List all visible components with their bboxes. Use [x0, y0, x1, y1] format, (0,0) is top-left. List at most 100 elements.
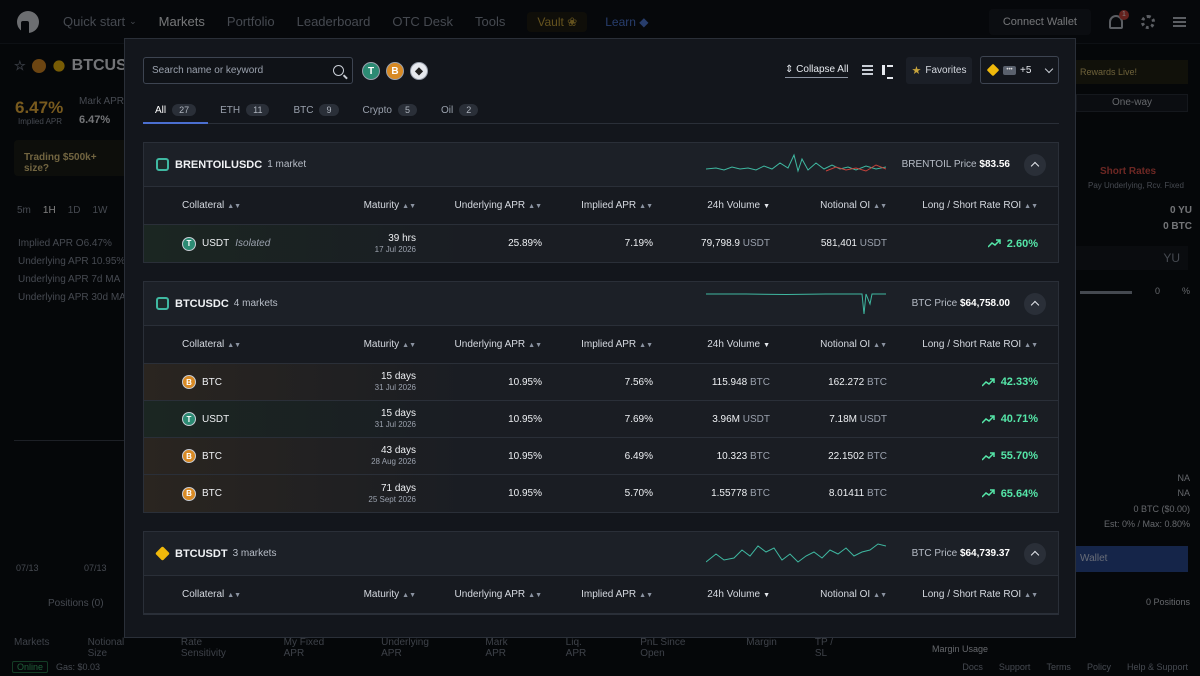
- oi-cell: 581,401 USDT: [770, 238, 887, 249]
- col-label: 24h Volume: [707, 200, 761, 211]
- col-label: 24h Volume: [707, 589, 761, 600]
- collapse-group-button[interactable]: [1024, 542, 1046, 565]
- col-maturity[interactable]: Maturity ▲▼: [354, 589, 416, 600]
- col-roi[interactable]: Long / Short Rate ROI ▲▼: [887, 339, 1038, 350]
- volume-unit: BTC: [750, 488, 770, 499]
- col-implied-apr[interactable]: Implied APR ▲▼: [542, 339, 653, 350]
- volume-cell: 1.55778 BTC: [653, 488, 770, 499]
- sparkline: [706, 293, 886, 315]
- exchange-select[interactable]: ••• +5: [980, 56, 1059, 84]
- group-price: BTC Price $64,739.37: [912, 548, 1010, 559]
- collapse-group-button[interactable]: [1024, 292, 1046, 315]
- volume-unit: BTC: [750, 376, 770, 388]
- collapse-all-button[interactable]: ⇕ Collapse All: [785, 64, 849, 78]
- sort-icon: ▲▼: [528, 592, 542, 599]
- col-notional-oi[interactable]: Notional OI ▲▼: [770, 200, 887, 211]
- col-maturity[interactable]: Maturity ▲▼: [354, 339, 416, 350]
- sort-icon: ▲▼: [873, 342, 887, 349]
- search-input[interactable]: [152, 65, 333, 76]
- column-headers: Collateral ▲▼ Maturity ▲▼ Underlying APR ▲▼…: [144, 326, 1058, 364]
- group-count: 4 markets: [233, 298, 278, 309]
- list-view-icon[interactable]: [862, 65, 873, 75]
- col-underlying-apr[interactable]: Underlying APR ▲▼: [416, 339, 542, 350]
- col-collateral[interactable]: Collateral ▲▼: [144, 339, 354, 350]
- search-icon[interactable]: [333, 65, 344, 76]
- col-label: Long / Short Rate ROI: [922, 589, 1022, 600]
- group-header[interactable]: BRENTOILUSDC 1 market BRENTOIL Price $83…: [144, 143, 1058, 187]
- oi-value: 581,401: [820, 238, 857, 249]
- tab-crypto[interactable]: Crypto 5: [351, 104, 429, 124]
- underlying-apr-cell: 10.95%: [508, 376, 542, 388]
- volume-unit: BTC: [750, 450, 770, 462]
- collateral-cell: T USDT Isolated: [144, 236, 354, 251]
- tab-btc[interactable]: BTC 9: [281, 104, 350, 124]
- col-label: Underlying APR: [454, 589, 526, 600]
- column-headers: Collateral ▲▼ Maturity ▲▼ Underlying APR ▲▼…: [144, 576, 1058, 614]
- col-notional-oi[interactable]: Notional OI ▲▼: [770, 339, 887, 350]
- group-header[interactable]: BTCUSDT 3 markets BTC Price $64,739.37: [144, 532, 1058, 576]
- sort-icon: ▲▼: [402, 342, 416, 349]
- market-row[interactable]: B BTC 15 days 31 Jul 2026 10.95% 7.56% 115…: [144, 364, 1058, 401]
- market-row[interactable]: T USDT Isolated 39 hrs 17 Jul 2026 25.89% 7…: [144, 225, 1058, 262]
- collapse-group-button[interactable]: [1024, 153, 1046, 176]
- col-implied-apr[interactable]: Implied APR ▲▼: [542, 200, 653, 211]
- bitcoin-icon[interactable]: B: [386, 62, 404, 80]
- market-row[interactable]: B BTC 71 days 25 Sept 2026 10.95% 5.70% 1.…: [144, 475, 1058, 512]
- collapse-all-label: Collapse All: [796, 64, 849, 75]
- col-label: Notional OI: [820, 339, 871, 350]
- tab-all[interactable]: All 27: [143, 104, 209, 124]
- col-roi[interactable]: Long / Short Rate ROI ▲▼: [887, 200, 1038, 211]
- col-underlying-apr[interactable]: Underlying APR ▲▼: [416, 200, 542, 211]
- grouped-view-icon[interactable]: [882, 65, 893, 79]
- sort-icon: ▲▼: [402, 203, 416, 210]
- sort-icon: ▲▼: [227, 342, 242, 349]
- col-24h-volume[interactable]: 24h Volume ▼: [653, 339, 770, 350]
- favorites-button[interactable]: ★ Favorites: [906, 57, 972, 84]
- roi-value: 2.60%: [1006, 237, 1038, 250]
- oi-cell: 8.01411 BTC: [770, 488, 887, 499]
- tether-icon[interactable]: T: [362, 62, 380, 80]
- trend-up-icon: [981, 377, 995, 387]
- tab-eth[interactable]: ETH 11: [208, 104, 281, 124]
- maturity-cell: 39 hrs 17 Jul 2026: [354, 233, 416, 255]
- ethereum-icon[interactable]: ◆: [410, 62, 428, 80]
- tab-label: Crypto: [362, 105, 392, 116]
- col-collateral[interactable]: Collateral ▲▼: [144, 589, 354, 600]
- maturity-cell: 71 days 25 Sept 2026: [354, 483, 416, 505]
- group-header[interactable]: BTCUSDC 4 markets BTC Price $64,758.00: [144, 282, 1058, 326]
- group-price: BTC Price $64,758.00: [912, 298, 1010, 309]
- sort-icon: ▲▼: [873, 203, 887, 210]
- col-implied-apr[interactable]: Implied APR ▲▼: [542, 589, 653, 600]
- sort-icon: ▲▼: [227, 592, 242, 599]
- trend-up-icon: [981, 451, 995, 461]
- implied-apr-cell: 7.69%: [624, 413, 653, 425]
- binance-icon: [155, 546, 170, 561]
- market-row[interactable]: B BTC 43 days 28 Aug 2026 10.95% 6.49% 10.…: [144, 438, 1058, 475]
- col-24h-volume[interactable]: 24h Volume ▼: [653, 200, 770, 211]
- col-24h-volume[interactable]: 24h Volume ▼: [653, 589, 770, 600]
- col-label: Long / Short Rate ROI: [922, 200, 1022, 211]
- category-tabs: All 27 ETH 11 BTC 9 Crypto 5 Oil 2: [143, 104, 1059, 124]
- col-maturity[interactable]: Maturity ▲▼: [354, 200, 416, 211]
- oi-unit: USDT: [859, 238, 887, 249]
- underlying-apr-cell: 25.89%: [508, 238, 542, 249]
- oi-unit: BTC: [867, 450, 887, 462]
- group-name: BRENTOILUSDC: [175, 158, 263, 171]
- collateral-name: USDT: [202, 413, 230, 425]
- market-group-btcusdt: BTCUSDT 3 markets BTC Price $64,739.37 C…: [143, 531, 1059, 615]
- col-label: Collateral: [182, 200, 225, 211]
- tab-oil[interactable]: Oil 2: [429, 104, 490, 124]
- market-row[interactable]: T USDT 15 days 31 Jul 2026 10.95% 7.69% 3.…: [144, 401, 1058, 438]
- col-collateral[interactable]: Collateral ▲▼: [144, 200, 354, 211]
- sparkline: [706, 153, 886, 173]
- market-selector-modal: T B ◆ ⇕ Collapse All ★ Favorites ••• +5 …: [124, 38, 1076, 638]
- col-label: Underlying APR: [454, 339, 526, 350]
- roi-value: 40.71%: [1000, 413, 1038, 425]
- col-underlying-apr[interactable]: Underlying APR ▲▼: [416, 589, 542, 600]
- trend-up-icon: [981, 489, 995, 498]
- tab-label: All: [155, 105, 167, 116]
- col-label: Maturity: [363, 339, 400, 350]
- col-roi[interactable]: Long / Short Rate ROI ▲▼: [887, 589, 1038, 600]
- col-notional-oi[interactable]: Notional OI ▲▼: [770, 589, 887, 600]
- exchange-more-count: +5: [1020, 64, 1032, 76]
